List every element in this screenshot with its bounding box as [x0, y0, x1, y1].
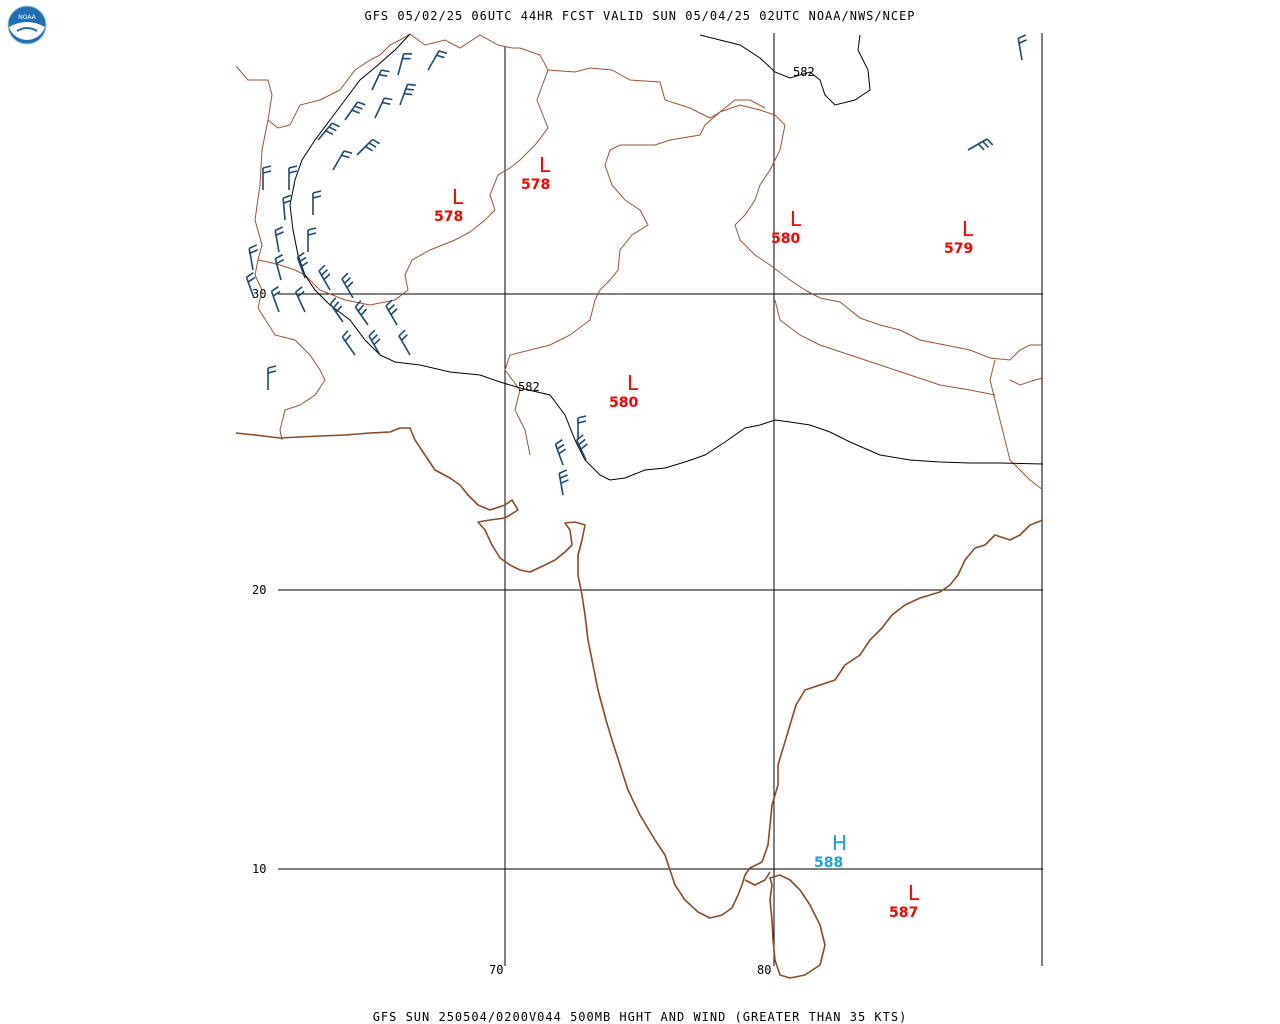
low-value: 580 — [609, 395, 638, 411]
wind-barb-icon — [312, 190, 322, 215]
border-pakistan-afghanistan — [254, 69, 549, 309]
low-value: 579 — [944, 241, 973, 257]
wind-barb-icon — [332, 150, 353, 171]
wind-barb-icon — [344, 101, 366, 121]
logo-text: NOAA — [18, 14, 36, 21]
wind-barb-icon — [296, 252, 309, 279]
low-letter: L — [452, 185, 464, 209]
low-letter: L — [962, 217, 974, 241]
low-center-far-e: L 579 — [944, 217, 974, 257]
low-center-central: L 580 — [609, 371, 639, 411]
high-center-se: H 588 — [814, 831, 847, 871]
border-india-china — [719, 104, 806, 291]
map-caption: GFS SUN 250504/0200V044 500MB HGHT AND W… — [372, 1010, 908, 1024]
lon-label-80: 80 — [757, 963, 771, 977]
low-value: 587 — [889, 905, 918, 921]
contour-label-mid: 582 — [518, 380, 540, 394]
high-letter: H — [832, 831, 847, 855]
wind-barb-icon — [967, 138, 994, 151]
map-title: GFS 05/02/25 06UTC 44HR FCST VALID SUN 0… — [364, 9, 916, 23]
coastline-arabian-sea — [235, 427, 1044, 919]
contour-582-north — [699, 34, 871, 106]
wind-barb-icon — [267, 365, 277, 390]
wind-barb-icon — [341, 272, 354, 299]
border-iran-west — [257, 307, 326, 441]
wind-barb-icon — [575, 434, 588, 461]
wind-barb-icon — [397, 52, 412, 76]
low-letter: L — [908, 881, 920, 905]
coastline-palk-strait — [744, 871, 771, 886]
wind-barb-icon — [427, 50, 448, 71]
wind-barb-icon — [329, 297, 344, 323]
border-bangladesh — [989, 359, 1044, 491]
wind-barb-icon — [385, 299, 398, 326]
wind-barb-icon — [274, 254, 285, 281]
low-center-n: L 578 — [521, 153, 551, 193]
wind-barb-icon — [318, 264, 331, 291]
wind-barb-icon — [371, 69, 390, 91]
border-iran-pakistan — [254, 119, 269, 261]
wind-barb-icon — [245, 272, 256, 299]
wind-barb-icon — [288, 165, 298, 190]
lat-label-30: 30 — [252, 287, 266, 301]
wind-barb-icon — [262, 165, 272, 190]
lat-label-20: 20 — [252, 583, 266, 597]
wind-barb-icon — [270, 286, 281, 313]
wind-barb-icon — [354, 300, 369, 326]
wind-barb-icon — [554, 439, 567, 466]
low-center-nw: L 578 — [434, 185, 464, 225]
contour-label-north: 582 — [793, 65, 815, 79]
low-value: 580 — [771, 231, 800, 247]
contour-582-main — [289, 33, 1044, 481]
low-letter: L — [627, 371, 639, 395]
wind-barbs — [245, 34, 1027, 496]
noaa-logo-icon: NOAA — [7, 5, 47, 45]
low-letter: L — [539, 153, 551, 177]
border-india-pakistan — [504, 111, 721, 456]
lat-label-10: 10 — [252, 862, 266, 876]
low-center-ne: L 580 — [771, 207, 802, 247]
wind-barb-icon — [282, 194, 292, 221]
high-value: 588 — [814, 855, 843, 871]
wind-barb-icon — [317, 122, 340, 141]
border-iran-afghanistan — [235, 33, 411, 129]
low-center-sri-lanka: L 587 — [889, 881, 920, 921]
border-afghanistan-north — [409, 33, 721, 119]
border-china-north — [719, 99, 766, 113]
border-nepal-north — [804, 289, 1043, 361]
wind-barb-icon — [398, 329, 411, 356]
wind-barb-icon — [399, 83, 416, 106]
wind-barb-icon — [274, 226, 284, 253]
wind-barb-icon — [577, 415, 587, 440]
coastline-sri-lanka — [769, 874, 826, 979]
wind-barb-icon — [307, 227, 317, 252]
wind-barb-icon — [341, 330, 356, 356]
wind-barb-icon — [356, 138, 381, 156]
wind-barb-icon — [248, 244, 258, 271]
wind-barb-icon — [558, 469, 569, 496]
wind-barb-icon — [294, 286, 306, 313]
low-value: 578 — [434, 209, 463, 225]
border-nepal-south — [774, 299, 996, 396]
wind-barb-icon — [368, 329, 381, 356]
wind-barb-icon — [374, 97, 393, 119]
wind-barb-icon — [1017, 34, 1027, 61]
lon-label-70: 70 — [489, 963, 503, 977]
low-letter: L — [790, 207, 802, 231]
low-value: 578 — [521, 177, 550, 193]
